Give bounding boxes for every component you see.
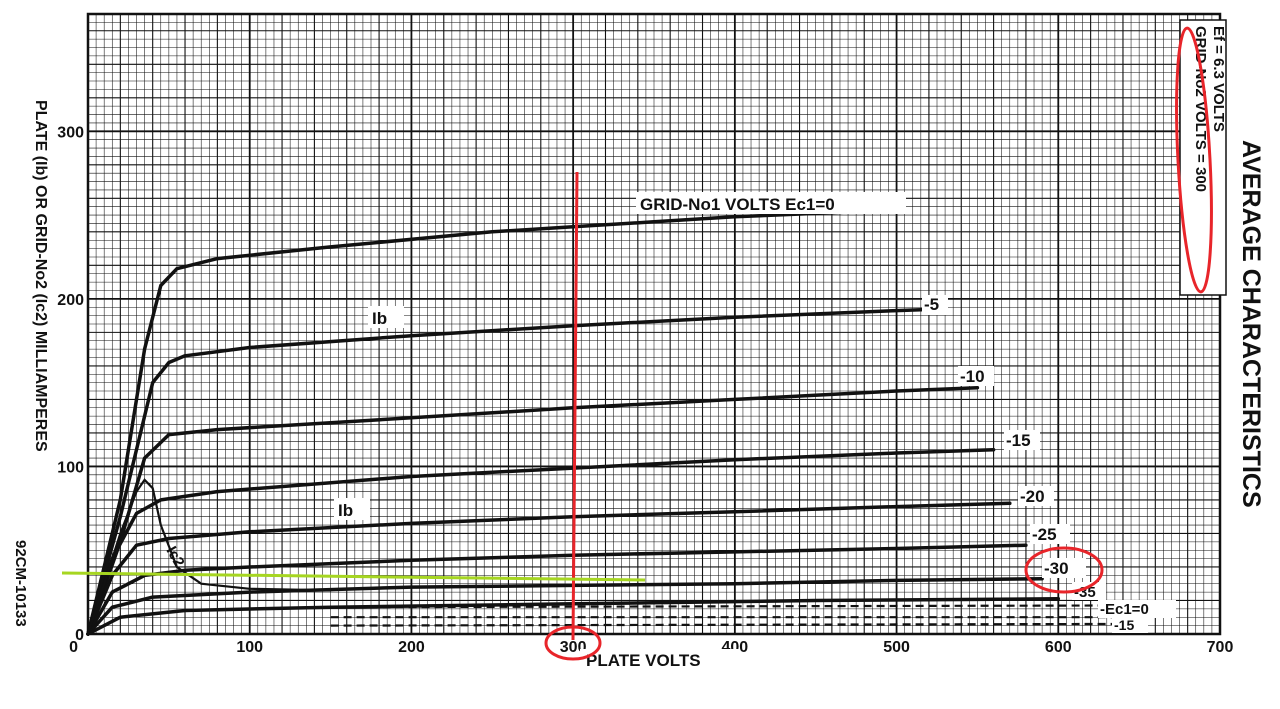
x-tick-label: 500 [883, 639, 910, 656]
x-tick-label: 200 [398, 639, 425, 656]
label-ec1-0-lower: -Ec1=0 [1100, 601, 1149, 618]
curve-layer [86, 208, 1140, 636]
condition-screen-voltage: GRID-No2 VOLTS = 300 [1192, 26, 1209, 192]
y-tick-label: 0 [75, 627, 84, 644]
x-tick-label: 0 [69, 639, 78, 656]
series-line-3 [86, 447, 996, 636]
circle-300 [544, 625, 602, 661]
figure-code: 92CM-10133 [12, 540, 29, 627]
circle-grid2-volts [1175, 26, 1213, 294]
label-m20: -20 [1020, 487, 1045, 506]
x-tick-label: 700 [1207, 639, 1234, 656]
series-line-0 [86, 208, 899, 636]
ic2-dashed-line-2 [330, 622, 1140, 627]
x-axis-label: PLATE VOLTS [586, 651, 701, 670]
condition-heater: Ef = 6.3 VOLTS [1210, 26, 1227, 132]
y-tick-label: 200 [57, 292, 84, 309]
y-axis-label: PLATE (Ib) OR GRID-No2 (Ic2) MILLIAMPERE… [32, 100, 49, 452]
series-line-5 [86, 543, 1028, 636]
curve-labels: GRID-No1 VOLTS Ec1=0 Ib Ib Ic2 -5 -10 -1… [163, 192, 1176, 633]
label-m30: -30 [1044, 559, 1069, 578]
label-m15: -15 [1006, 431, 1031, 450]
series-line-1 [86, 307, 947, 636]
label-m35: -35 [1074, 584, 1096, 601]
x-tick-label: 600 [1045, 639, 1072, 656]
series-line-4 [86, 501, 1012, 636]
conditions-box: Ef = 6.3 VOLTS GRID-No2 VOLTS = 300 [1179, 19, 1227, 296]
series-line-8 [86, 478, 332, 636]
label-ib-lower: Ib [338, 501, 353, 520]
y-tick-label: 300 [57, 124, 84, 141]
label-m25: -25 [1032, 525, 1057, 544]
x-tick-label: 100 [236, 639, 263, 656]
circle-minus-30 [1024, 546, 1104, 594]
label-ib-upper: Ib [372, 309, 387, 328]
label-m10: -10 [960, 367, 985, 386]
chart-title: AVERAGE CHARACTERISTICS [1237, 140, 1265, 508]
y-tick-label: 100 [57, 459, 84, 476]
vertical-marker-line [571, 171, 579, 641]
plot-frame [86, 12, 1222, 636]
horizontal-marker-line [61, 571, 646, 582]
label-ec1-0: GRID-No1 VOLTS Ec1=0 [640, 195, 835, 214]
label-m5: -5 [924, 295, 939, 314]
label-m15-lower: -15 [1114, 617, 1134, 633]
series-line-6 [86, 576, 1044, 636]
annotation-layer [61, 26, 1213, 661]
label-ic2: Ic2 [163, 544, 188, 571]
x-tick-label: 300 [560, 639, 587, 656]
